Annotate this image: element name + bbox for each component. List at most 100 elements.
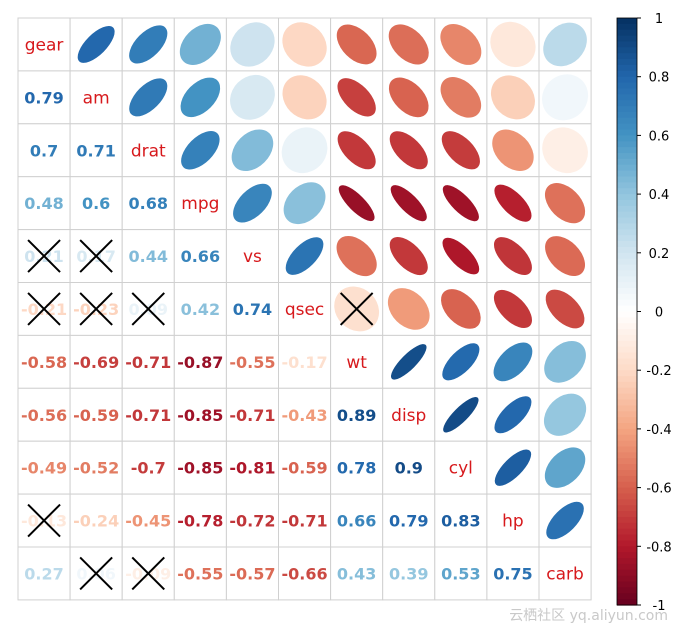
colorbar-segment bbox=[617, 558, 637, 565]
colorbar-tick-label: -0.4 bbox=[646, 423, 671, 438]
colorbar-segment bbox=[617, 35, 637, 43]
colorbar-segment bbox=[617, 188, 637, 195]
correlation-value: -0.58 bbox=[21, 353, 67, 372]
correlation-value: -0.17 bbox=[281, 353, 327, 372]
colorbar-segment bbox=[617, 393, 637, 401]
variable-label: mpg bbox=[181, 194, 219, 214]
colorbar-segment bbox=[617, 288, 637, 295]
correlation-ellipse bbox=[440, 23, 482, 65]
correlation-value: -0.87 bbox=[177, 353, 223, 372]
colorbar-segment bbox=[617, 317, 637, 324]
grid-cell bbox=[278, 493, 332, 548]
grid-cell bbox=[17, 440, 71, 495]
correlation-value: -0.66 bbox=[281, 564, 327, 583]
colorbar-segment bbox=[617, 423, 637, 430]
correlation-value: 0.48 bbox=[24, 194, 63, 213]
correlation-value: 0.7 bbox=[30, 141, 58, 160]
correlation-ellipse bbox=[442, 343, 480, 381]
colorbar-segment bbox=[617, 417, 637, 424]
colorbar-segment bbox=[617, 18, 637, 25]
grid-cell bbox=[382, 546, 436, 601]
colorbar-segment bbox=[617, 100, 637, 107]
colorbar-segment bbox=[617, 276, 637, 283]
correlation-ellipse bbox=[546, 501, 584, 540]
correlation-value: -0.71 bbox=[229, 406, 275, 425]
correlation-value: -0.71 bbox=[125, 353, 171, 372]
correlation-ellipse bbox=[388, 77, 429, 118]
grid-cell bbox=[225, 493, 279, 548]
colorbar-segment bbox=[617, 164, 637, 172]
correlation-ellipse bbox=[231, 129, 274, 172]
correlation-ellipse bbox=[230, 22, 275, 67]
correlation-ellipse bbox=[493, 342, 533, 382]
colorbar-segment bbox=[617, 323, 637, 330]
variable-label: hp bbox=[502, 512, 524, 532]
grid-cell bbox=[278, 387, 332, 442]
correlation-ellipse bbox=[230, 74, 275, 120]
correlation-ellipse bbox=[390, 344, 427, 380]
correlation-ellipse bbox=[493, 237, 532, 276]
grid-cell bbox=[330, 334, 384, 389]
correlation-ellipse bbox=[390, 185, 427, 222]
grid-cell bbox=[225, 387, 279, 442]
correlation-value: -0.81 bbox=[229, 459, 275, 478]
insignificant-cross bbox=[131, 292, 165, 326]
grid-cell bbox=[69, 334, 123, 389]
colorbar-segment bbox=[617, 522, 637, 530]
colorbar-segment bbox=[617, 446, 637, 453]
variable-label: carb bbox=[546, 564, 584, 584]
colorbar-tick-label: -0.6 bbox=[646, 482, 671, 497]
variable-label: qsec bbox=[285, 300, 324, 320]
grid-cell bbox=[121, 70, 175, 125]
correlation-value: -0.55 bbox=[177, 564, 223, 583]
correlation-value: 0.9 bbox=[395, 459, 423, 478]
correlation-ellipse bbox=[543, 393, 587, 436]
correlation-ellipse bbox=[490, 75, 535, 120]
colorbar-segment bbox=[617, 82, 637, 90]
variable-label: disp bbox=[391, 406, 426, 426]
insignificant-cross bbox=[79, 239, 113, 273]
grid-cell bbox=[121, 176, 175, 231]
colorbar-segment bbox=[617, 41, 637, 48]
correlation-value: -0.49 bbox=[21, 459, 67, 478]
colorbar-segment bbox=[617, 376, 637, 383]
colorbar-segment bbox=[617, 516, 637, 524]
variable-label: wt bbox=[346, 353, 367, 373]
correlation-value: -0.55 bbox=[229, 353, 275, 372]
grid-cell bbox=[17, 17, 71, 72]
colorbar-segment bbox=[617, 452, 637, 459]
correlation-ellipse bbox=[442, 185, 479, 222]
grid-cell bbox=[173, 334, 227, 389]
correlation-ellipse bbox=[490, 21, 536, 68]
grid-cell bbox=[278, 334, 332, 389]
grid-cell bbox=[538, 546, 592, 601]
correlation-value: 0.44 bbox=[129, 247, 168, 266]
correlation-ellipse bbox=[544, 183, 586, 224]
colorbar-segment bbox=[617, 29, 637, 37]
correlation-ellipse bbox=[281, 127, 328, 174]
grid-cell bbox=[434, 546, 488, 601]
correlation-ellipse bbox=[129, 25, 168, 64]
colorbar-segment bbox=[617, 170, 637, 178]
colorbar-segment bbox=[617, 252, 637, 260]
colorbar-segment bbox=[617, 299, 637, 307]
colorbar-segment bbox=[617, 293, 637, 301]
correlation-ellipse bbox=[129, 78, 168, 117]
colorbar-segment bbox=[617, 381, 637, 389]
colorbar-segment bbox=[617, 587, 637, 594]
grid-cell bbox=[17, 387, 71, 442]
grid-cell bbox=[173, 176, 227, 231]
colorbar-segment bbox=[617, 88, 637, 95]
colorbar-segment bbox=[617, 59, 637, 66]
correlation-ellipse bbox=[387, 288, 430, 330]
colorbar-segment bbox=[617, 47, 637, 54]
grid-cell bbox=[382, 493, 436, 548]
colorbar-segment bbox=[617, 176, 637, 183]
colorbar-tick-label: -0.2 bbox=[646, 364, 671, 379]
correlation-ellipse bbox=[282, 22, 327, 67]
colorbar-segment bbox=[617, 311, 637, 318]
correlation-ellipse bbox=[179, 23, 221, 65]
colorbar-segment bbox=[617, 575, 637, 583]
colorbar-segment bbox=[617, 111, 637, 119]
grid-cell bbox=[382, 387, 436, 442]
